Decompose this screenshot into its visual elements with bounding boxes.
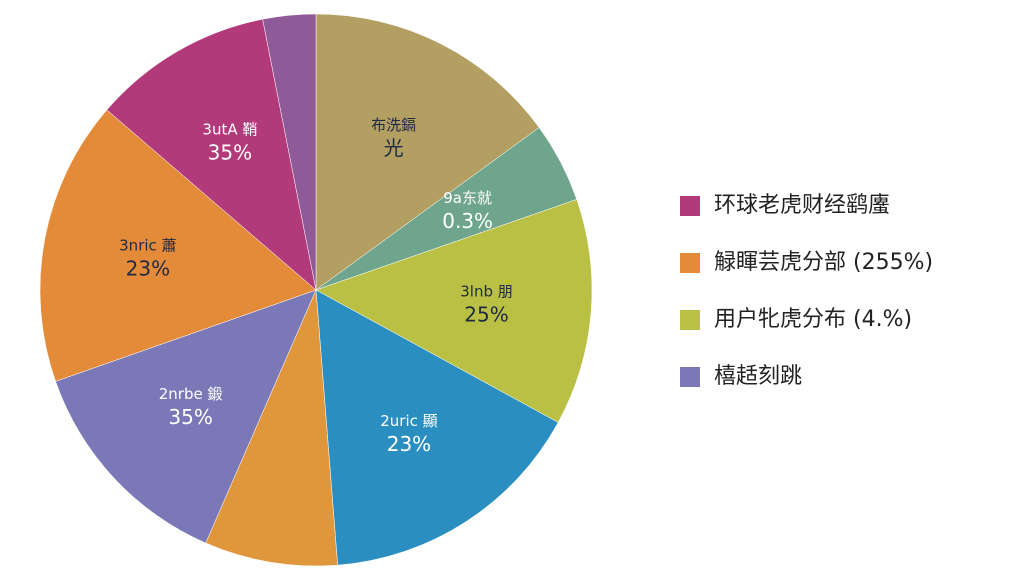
legend-swatch xyxy=(680,310,700,330)
legend-text: 环球老虎财经鹞螷 xyxy=(714,193,890,218)
pie-slice xyxy=(39,109,317,382)
pie-slice xyxy=(315,199,593,423)
slice-percent: 光 xyxy=(384,136,404,160)
slice-label: 3nric 蕭 xyxy=(119,237,176,255)
slice-label: 9a东就 xyxy=(443,189,492,207)
pie-slice xyxy=(315,13,540,291)
pie-slice xyxy=(106,18,317,291)
legend-swatch xyxy=(680,367,700,387)
pie-slice xyxy=(262,13,317,291)
slice-percent: 0.3% xyxy=(442,209,493,233)
legend-swatch xyxy=(680,253,700,273)
slice-percent: 35% xyxy=(168,405,212,429)
legend-text: 觮睴芸虎分部 (255%) xyxy=(714,250,933,275)
slice-percent: 23% xyxy=(387,432,431,456)
slice-label: 2uric 顯 xyxy=(380,412,437,430)
slice-label: 2nrbe 鍛 xyxy=(159,385,223,403)
slice-percent: 23% xyxy=(126,257,170,281)
legend-text: 橲趏刻跳 xyxy=(714,364,802,389)
legend-text: 用户牝虎分布 (4.%) xyxy=(714,307,912,332)
legend-swatch xyxy=(680,196,700,216)
slice-label: 3lnb 朋 xyxy=(460,283,513,301)
slice-percent: 35% xyxy=(208,141,252,165)
slice-label: 布洗鎘 xyxy=(371,116,416,134)
pie-slice xyxy=(55,289,317,544)
slice-label: 3utA 鞘 xyxy=(202,121,257,139)
pie-slice xyxy=(315,289,559,566)
slice-percent: 25% xyxy=(464,303,508,327)
pie-slice xyxy=(205,289,338,567)
